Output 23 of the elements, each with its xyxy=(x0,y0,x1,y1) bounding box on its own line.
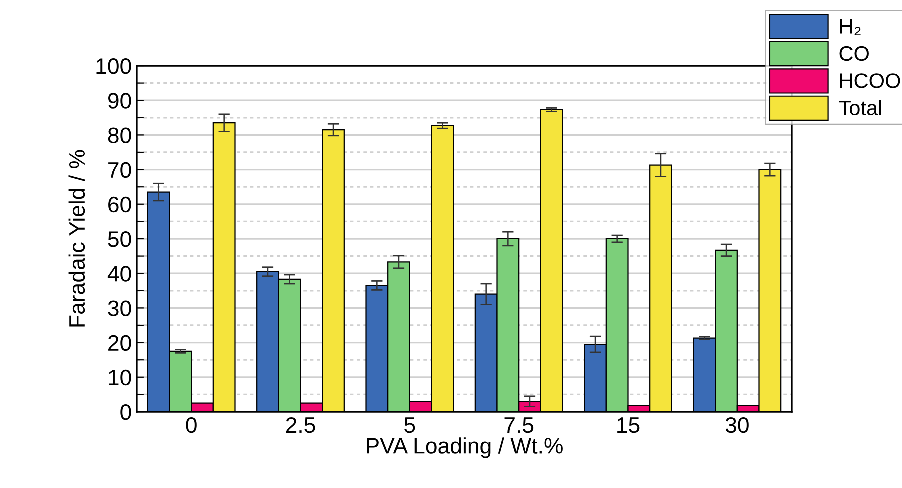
x-tick-label: 7.5 xyxy=(504,418,534,434)
y-tick-label: 60 xyxy=(108,196,132,213)
y-tick-label: 50 xyxy=(108,232,132,248)
x-tick-label: 30 xyxy=(726,417,749,434)
y-tick-label: 90 xyxy=(108,93,132,109)
y-axis-title: Faradaic Yield / % xyxy=(68,150,86,327)
x-tick-label: 5 xyxy=(404,418,416,434)
y-tick-label: 10 xyxy=(109,370,132,386)
x-axis-title: PVA Loading / Wt.% xyxy=(367,438,563,458)
legend-label: Total xyxy=(839,100,882,116)
y-tick-label: 70 xyxy=(108,162,132,178)
legend-label: HCOO xyxy=(840,74,900,88)
y-tick-label: 100 xyxy=(96,58,132,74)
x-tick-label: 0 xyxy=(186,417,197,434)
legend-label: H₂ xyxy=(840,19,861,36)
y-tick-label: 0 xyxy=(120,404,132,420)
x-tick-label: 15 xyxy=(618,418,640,434)
y-tick-label: 30 xyxy=(108,300,132,316)
legend-label: CO xyxy=(840,46,869,62)
y-tick-label: 80 xyxy=(108,128,132,144)
x-tick-label: 2.5 xyxy=(286,417,316,434)
y-tick-label: 40 xyxy=(108,266,132,282)
y-tick-label: 20 xyxy=(108,335,132,352)
